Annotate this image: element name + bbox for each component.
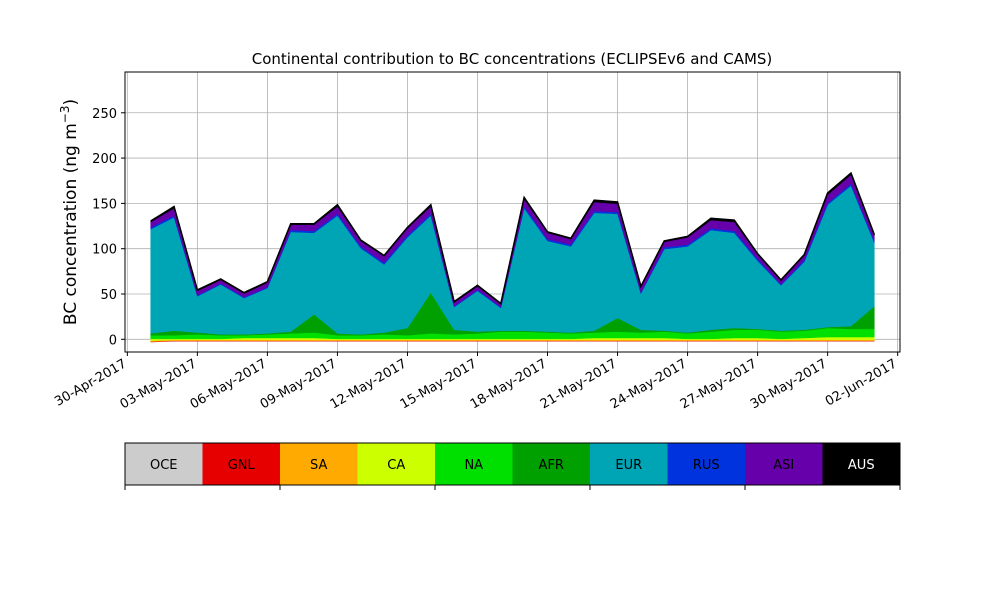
area-eur xyxy=(150,185,875,335)
legend-label-afr: AFR xyxy=(539,458,564,473)
legend-frame xyxy=(124,442,901,486)
legend-swatch-ca xyxy=(357,443,435,485)
legend-swatch-sa xyxy=(280,443,358,485)
x-tick-label: 30-Apr-2017 xyxy=(52,356,129,409)
legend-swatch-gnl xyxy=(202,443,280,485)
legend-swatch-oce xyxy=(125,443,203,485)
x-tick-label: 30-May-2017 xyxy=(748,356,830,412)
x-tick-label: 15-May-2017 xyxy=(398,356,480,412)
x-tick-label: 18-May-2017 xyxy=(468,356,550,412)
plot-frame xyxy=(124,71,901,353)
y-axis-label-exponent: −3 xyxy=(58,105,72,123)
x-tick-label: 09-May-2017 xyxy=(258,356,340,412)
legend-label-eur: EUR xyxy=(615,458,642,473)
legend-label-aus: AUS xyxy=(848,458,875,473)
x-tick-label: 06-May-2017 xyxy=(188,356,270,412)
x-tick-label: 03-May-2017 xyxy=(118,356,200,412)
svg-text:BC concentration (ng m−3): BC concentration (ng m−3) xyxy=(58,99,81,325)
legend-label-ca: CA xyxy=(387,458,405,473)
legend-swatch-aus xyxy=(822,443,900,485)
y-tick-label: 0 xyxy=(109,333,117,348)
y-tick-label: 150 xyxy=(92,197,117,212)
legend-swatch-na xyxy=(435,443,513,485)
legend-label-oce: OCE xyxy=(150,458,178,473)
legend-label-asi: ASI xyxy=(773,458,794,473)
chart-title: Continental contribution to BC concentra… xyxy=(252,50,773,68)
y-axis-label-text: BC concentration (ng m xyxy=(61,123,81,325)
total-outline xyxy=(150,171,876,305)
legend-label-na: NA xyxy=(464,458,483,473)
x-tick-label: 02-Jun-2017 xyxy=(823,356,900,409)
legend-label-sa: SA xyxy=(310,458,327,473)
y-tick-label: 50 xyxy=(100,288,117,303)
x-tick-label: 12-May-2017 xyxy=(328,356,410,412)
y-axis-label-close: ) xyxy=(61,99,81,106)
legend-label-rus: RUS xyxy=(693,458,720,473)
legend-swatch-afr xyxy=(512,443,590,485)
x-tick-label: 27-May-2017 xyxy=(678,356,760,412)
x-tick-label: 24-May-2017 xyxy=(608,356,690,412)
y-tick-label: 100 xyxy=(92,243,117,258)
legend-swatch-rus xyxy=(667,443,745,485)
y-tick-label: 250 xyxy=(92,107,117,122)
legend: OCE GNL SA CA NA AFR EUR RUS ASI AUS xyxy=(124,442,901,490)
x-tick-label: 21-May-2017 xyxy=(538,356,620,412)
stacked-areas xyxy=(150,171,876,343)
legend-swatch-asi xyxy=(745,443,823,485)
legend-swatch-eur xyxy=(590,443,668,485)
y-axis-label: BC concentration (ng m−3) xyxy=(58,99,81,325)
legend-label-gnl: GNL xyxy=(228,458,256,473)
y-tick-label: 200 xyxy=(92,152,117,167)
